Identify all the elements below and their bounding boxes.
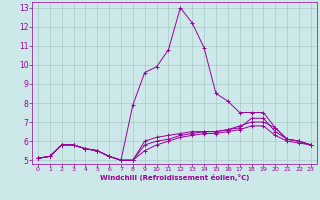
X-axis label: Windchill (Refroidissement éolien,°C): Windchill (Refroidissement éolien,°C) xyxy=(100,174,249,181)
